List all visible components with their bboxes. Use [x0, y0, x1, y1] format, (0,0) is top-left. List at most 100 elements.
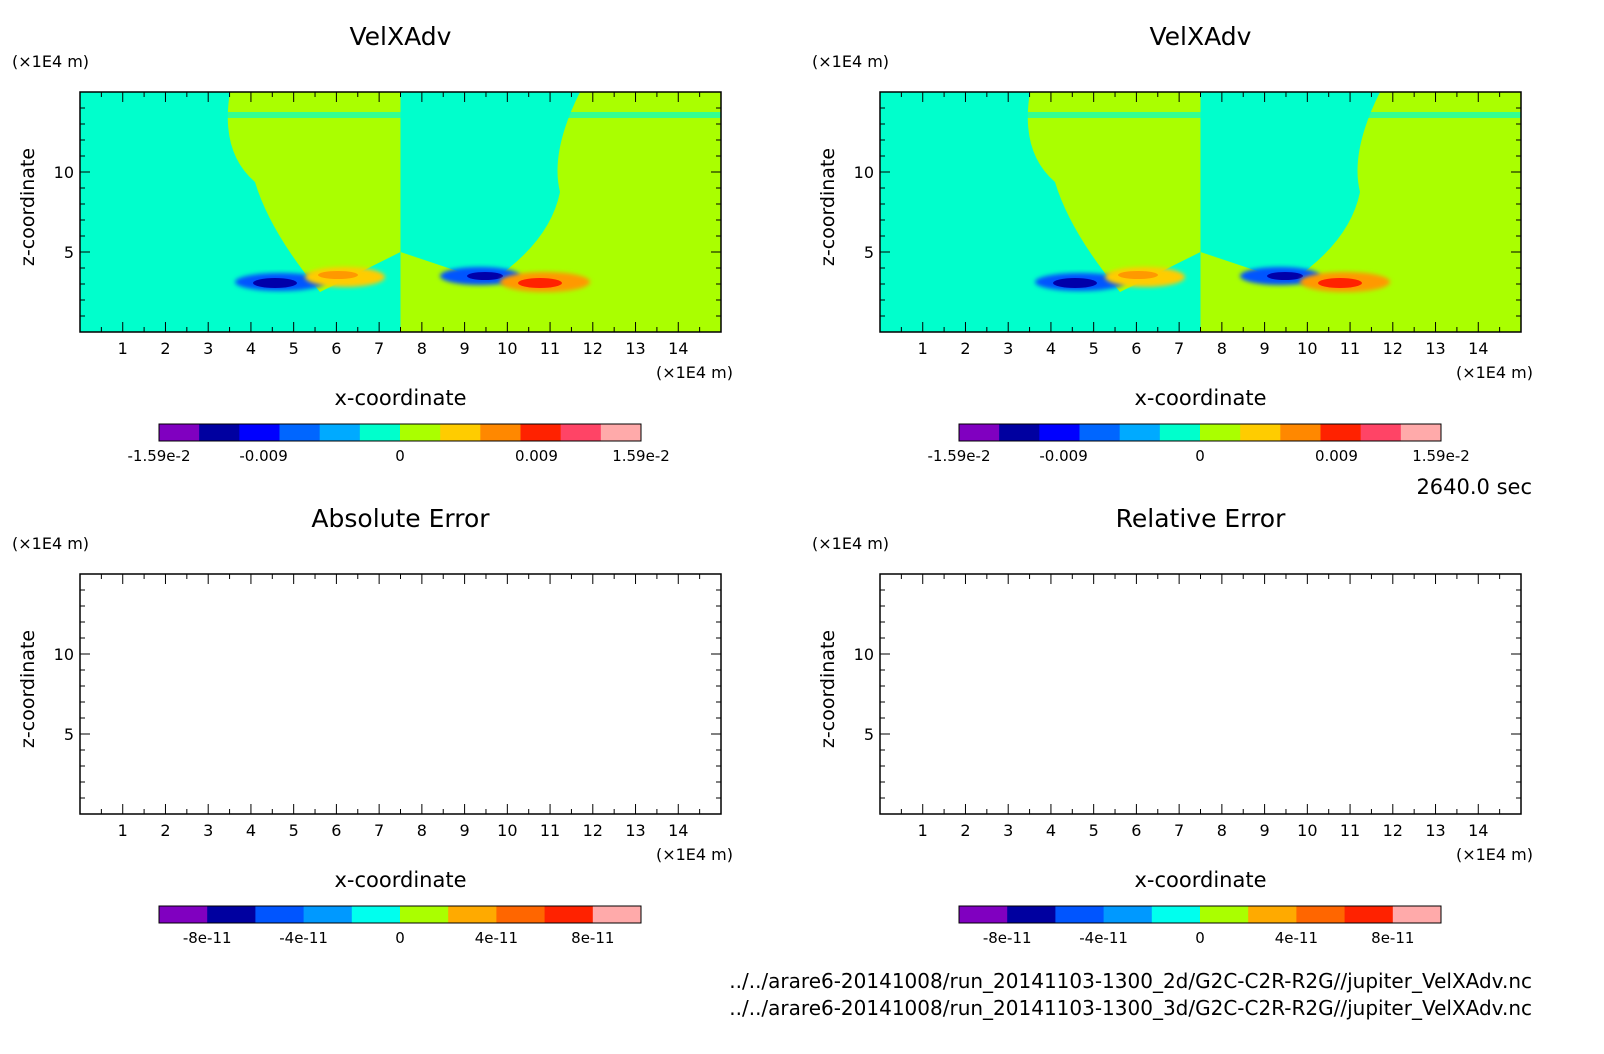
x-tick-label: 14 — [1468, 821, 1488, 840]
colorbar-label: 4e-11 — [1275, 929, 1318, 947]
colorbar-swatch — [199, 424, 240, 441]
x-tick-label: 9 — [1260, 821, 1270, 840]
colorbar-frame — [158, 905, 642, 924]
colorbar-swatch — [1320, 424, 1362, 441]
colorbar-swatch — [448, 906, 497, 923]
colorbar-swatch — [959, 424, 1000, 441]
x-tick-label: 3 — [1003, 339, 1013, 358]
colorbar-label: 1.59e-2 — [1412, 447, 1470, 465]
x-axis-label: x-coordinate — [1134, 386, 1266, 410]
colorbar-swatch — [1280, 424, 1321, 441]
x-unit-label: (×1E4 m) — [1456, 845, 1533, 864]
x-tick-label: 7 — [374, 339, 384, 358]
plot-frame — [79, 573, 722, 815]
x-tick-label: 9 — [1260, 339, 1270, 358]
chart-title: Relative Error — [1116, 504, 1286, 533]
blob-darkblue-right — [1267, 272, 1303, 280]
colorbar-swatch — [239, 424, 280, 441]
colorbar: -8e-11 -4e-11 0 4e-11 8e-11 — [158, 905, 642, 947]
x-unit-label: (×1E4 m) — [656, 363, 733, 382]
y-axis-label: z-coordinate — [17, 148, 39, 266]
colorbar: -1.59e-2 -0.009 0 0.009 1.59e-2 — [928, 423, 1470, 465]
x-tick-label: 1 — [918, 821, 928, 840]
x-tick-label: 5 — [289, 339, 299, 358]
field-top-band — [80, 112, 721, 118]
x-tick-label: 8 — [417, 339, 427, 358]
colorbar-swatch — [303, 906, 353, 923]
colorbar-swatch — [480, 424, 521, 441]
x-tick-label: 11 — [1340, 821, 1360, 840]
chart-title: VelXAdv — [1150, 22, 1252, 51]
x-tick-label: 1 — [918, 339, 928, 358]
colorbar-swatch — [1360, 424, 1402, 441]
chart-title: Absolute Error — [311, 504, 490, 533]
colorbar-swatch — [496, 906, 546, 923]
colorbar-label: -4e-11 — [279, 929, 328, 947]
plot-frame — [879, 573, 1522, 815]
colorbar: -1.59e-2 -0.009 0 0.009 1.59e-2 — [128, 423, 670, 465]
x-tick-label: 12 — [583, 821, 603, 840]
x-tick-label: 4 — [246, 339, 256, 358]
colorbar-label: -0.009 — [239, 447, 287, 465]
x-tick-label: 3 — [203, 339, 213, 358]
y-unit-label: (×1E4 m) — [812, 52, 889, 71]
file-path-3d: ../../arare6-20141008/run_20141103-1300_… — [729, 996, 1532, 1020]
contour-field — [80, 92, 721, 332]
x-axis-label: x-coordinate — [334, 386, 466, 410]
colorbar-swatch — [959, 906, 1008, 923]
x-tick-label: 12 — [1383, 339, 1403, 358]
x-tick-label: 7 — [374, 821, 384, 840]
colorbar-swatch — [359, 424, 401, 441]
colorbar-swatch — [1248, 906, 1297, 923]
colorbar-swatch — [560, 424, 602, 441]
field-lobe-right — [400, 92, 580, 282]
colorbar-swatch — [279, 424, 321, 441]
y-tick-label: 5 — [64, 243, 74, 262]
x-tick-label: 6 — [331, 339, 341, 358]
colorbar-label: 0.009 — [515, 447, 558, 465]
x-tick-label: 9 — [460, 821, 470, 840]
y-unit-label: (×1E4 m) — [12, 52, 89, 71]
x-tick-label: 12 — [1383, 821, 1403, 840]
y-tick-label: 10 — [54, 163, 74, 182]
field-lobe-left — [1027, 92, 1201, 292]
blob-red-right — [1318, 278, 1362, 288]
colorbar-label: 0 — [395, 929, 405, 947]
colorbar-swatch — [1344, 906, 1394, 923]
x-tick-label: 10 — [1297, 821, 1317, 840]
x-tick-label: 10 — [497, 821, 517, 840]
x-tick-label: 8 — [1217, 821, 1227, 840]
x-tick-label: 14 — [668, 339, 688, 358]
colorbar-swatch — [1240, 424, 1281, 441]
y-tick-label: 10 — [854, 645, 874, 664]
colorbar-swatch — [1151, 906, 1201, 923]
x-tick-label: 2 — [160, 821, 170, 840]
colorbar-label: -1.59e-2 — [128, 447, 191, 465]
colorbar-label: 1.59e-2 — [612, 447, 670, 465]
colorbar-swatch — [319, 424, 361, 441]
y-unit-label: (×1E4 m) — [812, 534, 889, 553]
x-tick-label: 5 — [1089, 339, 1099, 358]
colorbar-label: -4e-11 — [1079, 929, 1128, 947]
colorbar-label: 4e-11 — [475, 929, 518, 947]
x-unit-label: (×1E4 m) — [656, 845, 733, 864]
colorbar-swatch — [592, 906, 642, 923]
colorbar-swatch — [1200, 906, 1249, 923]
x-tick-label: 11 — [540, 821, 560, 840]
x-axis-label: x-coordinate — [334, 868, 466, 892]
x-unit-label: (×1E4 m) — [1456, 363, 1533, 382]
x-tick-label: 5 — [289, 821, 299, 840]
x-axis-label: x-coordinate — [1134, 868, 1266, 892]
colorbar-swatch — [1119, 424, 1161, 441]
y-tick-label: 5 — [64, 725, 74, 744]
x-tick-label: 13 — [1425, 339, 1445, 358]
x-tick-label: 13 — [1425, 821, 1445, 840]
y-tick-label: 5 — [864, 243, 874, 262]
colorbar-swatch — [400, 906, 449, 923]
x-tick-label: 6 — [1131, 339, 1141, 358]
x-tick-label: 8 — [1217, 339, 1227, 358]
x-tick-label: 6 — [331, 821, 341, 840]
